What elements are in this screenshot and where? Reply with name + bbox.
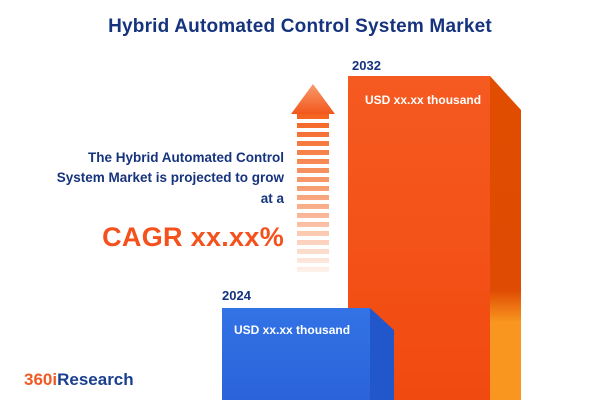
bar-2032-year-label: 2032	[352, 58, 381, 73]
bar-2024-year-label: 2024	[222, 288, 251, 303]
description-line-1: The Hybrid Automated Control	[88, 150, 284, 165]
bar-2024: USD xx.xx thousand	[222, 308, 370, 400]
arrow-up-icon	[291, 84, 335, 114]
brand-logo-prefix: 360i	[24, 370, 58, 389]
bar-2032-value-label: USD xx.xx thousand	[365, 93, 482, 107]
brand-logo: 360iResearch	[24, 370, 134, 390]
cagr-value: CAGR xx.xx%	[102, 221, 284, 252]
description-line-2: System Market is projected to grow	[56, 170, 284, 186]
bar-2032-side-face	[490, 76, 521, 400]
description-block: The Hybrid Automated Control System Mark…	[18, 148, 284, 257]
bar-2024-value-label: USD xx.xx thousand	[234, 323, 351, 337]
description-line-3: at a	[260, 190, 284, 206]
page-title: Hybrid Automated Control System Market	[108, 16, 492, 37]
brand-logo-suffix: Research	[57, 370, 134, 389]
arrow-dashed-tail	[297, 114, 329, 274]
growth-arrow	[291, 84, 335, 276]
